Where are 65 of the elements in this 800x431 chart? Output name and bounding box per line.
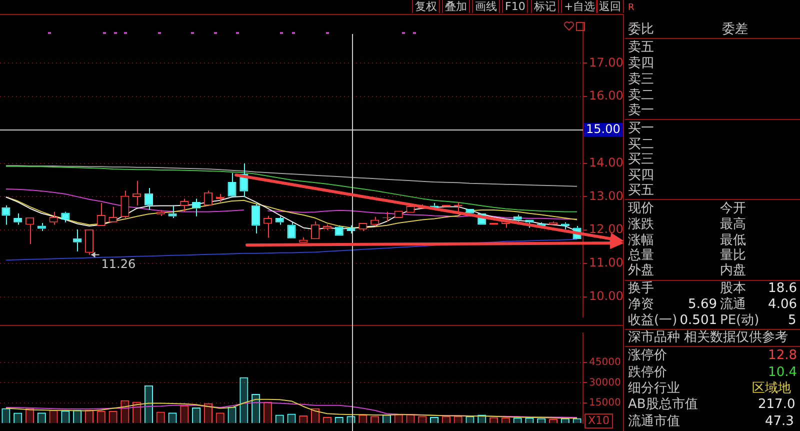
text: PE(动): [720, 313, 760, 328]
text: 标记: [531, 0, 559, 13]
text: 涨停价: [628, 348, 667, 363]
text: AB股总市值: [628, 397, 698, 412]
text: 0.501: [680, 313, 717, 328]
text: 现价: [628, 201, 654, 216]
text: 委比: [628, 22, 654, 37]
text: 最高: [720, 217, 746, 232]
text: X10: [588, 414, 610, 427]
text: 量比: [720, 248, 746, 263]
y-tick-label: 13.00: [589, 188, 624, 203]
annotation: 11.26: [101, 256, 136, 271]
text: 流通: [720, 297, 746, 312]
text: 股本: [720, 281, 746, 296]
text: 10.4: [768, 365, 797, 380]
text: 卖二: [628, 88, 654, 103]
text: 内盘: [720, 263, 746, 278]
text: 委差: [722, 22, 748, 37]
text: 区域地: [752, 381, 791, 396]
y-tick-label: 15000: [589, 397, 621, 408]
y-tick-label: 14.00: [589, 155, 624, 170]
text: 5: [788, 313, 796, 328]
text: 换手: [628, 281, 654, 296]
text: 收益(一): [628, 313, 678, 328]
text: 买一: [628, 121, 654, 136]
text: 复权: [412, 0, 440, 13]
text: 跌停价: [628, 365, 667, 380]
ref-line-label: 15.00: [586, 122, 620, 136]
y-tick-label: 10.00: [589, 288, 624, 303]
y-tick-label: 45000: [589, 357, 621, 368]
text: 涨幅: [628, 233, 654, 248]
text: 买三: [628, 152, 654, 167]
text: 最低: [720, 233, 746, 248]
text: 18.6: [768, 281, 797, 296]
y-tick-label: 17.00: [589, 55, 624, 70]
text: 流通市值: [628, 414, 680, 429]
text: 卖三: [628, 72, 654, 87]
text: 217.0: [758, 397, 796, 412]
text: 深市品种 相关数据仅供参考: [628, 330, 788, 345]
text: 卖五: [628, 40, 654, 55]
text: 5.69: [688, 297, 717, 312]
text: 总量: [628, 248, 654, 263]
text: +自选: [561, 0, 598, 13]
text: 卖四: [628, 56, 654, 71]
text: 买二: [628, 137, 654, 152]
text: F10: [502, 0, 528, 13]
text: 47.3: [765, 414, 794, 429]
text: 外盘: [628, 263, 654, 278]
text: 叠加: [442, 0, 470, 13]
y-tick-label: 12.00: [589, 222, 624, 236]
text: 画线: [472, 0, 500, 13]
text: 返回: [596, 0, 624, 13]
text: 12.8: [768, 348, 797, 363]
text: 净资: [628, 297, 654, 312]
text: 4.06: [768, 297, 797, 312]
text: 卖一: [628, 103, 654, 118]
text: 买五: [628, 183, 654, 198]
text: R: [628, 3, 634, 14]
text: 涨跌: [628, 217, 654, 232]
text: 今开: [720, 201, 746, 216]
text: 细分行业: [628, 381, 680, 396]
text: 买四: [628, 168, 654, 183]
y-tick-label: 30000: [589, 377, 621, 388]
y-tick-label: 11.00: [589, 256, 624, 270]
y-tick-label: 16.00: [589, 88, 624, 103]
